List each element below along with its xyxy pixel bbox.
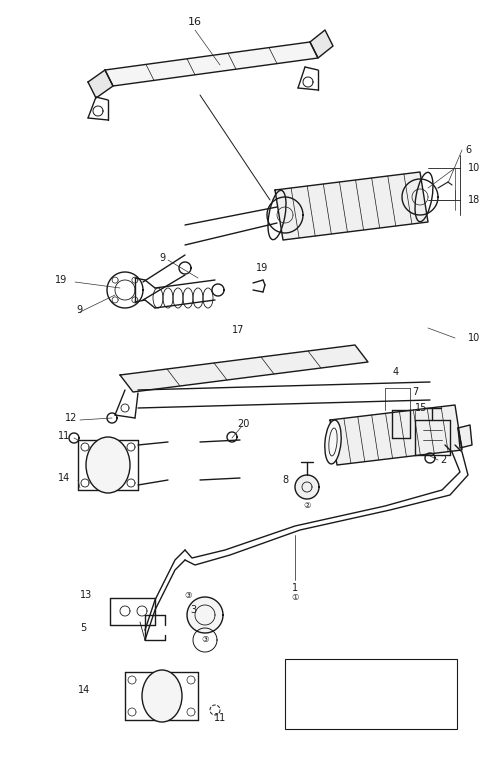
Text: ①: ①: [291, 594, 299, 602]
Text: 11: 11: [214, 713, 226, 723]
Text: 9: 9: [159, 253, 165, 263]
Text: 1: 1: [292, 583, 298, 593]
Text: 19: 19: [256, 263, 268, 273]
Text: 4: 4: [393, 367, 399, 377]
Text: 11: 11: [58, 431, 70, 441]
Text: 7: 7: [412, 387, 418, 397]
Polygon shape: [187, 597, 223, 633]
Text: 12: 12: [65, 413, 77, 423]
Text: 15: 15: [415, 403, 427, 413]
Text: ③: ③: [184, 591, 192, 600]
Polygon shape: [458, 425, 472, 448]
Text: 10: 10: [468, 333, 480, 343]
Text: 19: 19: [55, 275, 67, 285]
Text: 2: 2: [440, 455, 446, 465]
Text: NOTE: NOTE: [294, 670, 322, 678]
Polygon shape: [330, 405, 462, 465]
Text: 5: 5: [80, 623, 86, 633]
Text: 14: 14: [78, 685, 90, 695]
Polygon shape: [310, 30, 333, 58]
Polygon shape: [88, 70, 113, 98]
Text: 13: 13: [80, 590, 92, 600]
Text: 16: 16: [188, 17, 202, 27]
Text: THE NO. 1 : ①~③: THE NO. 1 : ①~③: [294, 705, 372, 715]
Text: 8: 8: [282, 475, 288, 485]
Ellipse shape: [86, 437, 130, 493]
Polygon shape: [105, 42, 318, 86]
Text: ③: ③: [201, 636, 209, 645]
Text: ②: ②: [303, 501, 311, 509]
Polygon shape: [295, 475, 319, 499]
FancyBboxPatch shape: [285, 659, 457, 729]
Polygon shape: [120, 345, 368, 392]
Text: 3: 3: [190, 605, 196, 615]
Ellipse shape: [142, 670, 182, 722]
Polygon shape: [275, 172, 428, 240]
Text: 20: 20: [237, 419, 250, 429]
Text: 6: 6: [465, 145, 471, 155]
Text: 10: 10: [468, 163, 480, 173]
Text: 9: 9: [76, 305, 82, 315]
Text: 18: 18: [468, 195, 480, 205]
Text: 17: 17: [232, 325, 244, 335]
Text: 14: 14: [58, 473, 70, 483]
Ellipse shape: [325, 420, 341, 464]
